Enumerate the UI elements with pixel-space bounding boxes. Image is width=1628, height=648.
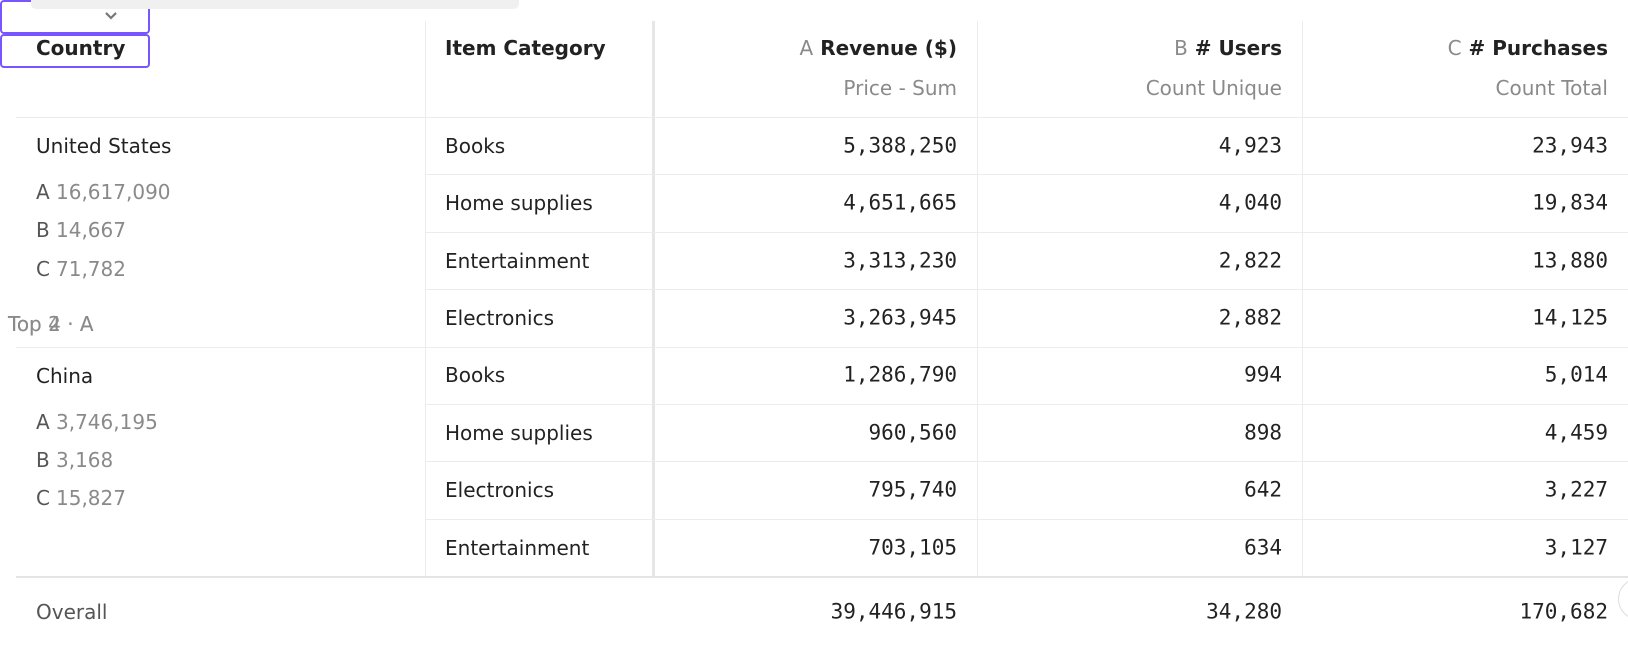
- control-label: Top 2 · A: [8, 312, 94, 336]
- category-cell: Electronics: [445, 305, 555, 330]
- category-cell: Books: [445, 133, 506, 158]
- summary-value: 14,667: [56, 218, 126, 243]
- column-subtitle: Count Total: [1495, 76, 1608, 100]
- row-divider: [425, 518, 1628, 520]
- scroll-bar: [31, 0, 519, 9]
- column-title: Country: [36, 36, 126, 60]
- column-letter: A: [799, 36, 814, 60]
- metric-cell: 3,127: [1544, 535, 1608, 559]
- summary-letter: B: [36, 218, 50, 243]
- summary-letter: B: [36, 448, 50, 472]
- summary-letter: A: [36, 409, 50, 434]
- summary-letter: C: [36, 256, 50, 281]
- column-title: Revenue ($): [820, 36, 957, 60]
- control-label: Top 4 · A: [8, 312, 94, 336]
- category-cell: Entertainment: [445, 535, 590, 560]
- metric-cell: 4,459: [1544, 420, 1608, 445]
- column-subtitle: Price - Sum: [843, 76, 957, 100]
- column-title: Item Category: [445, 36, 606, 60]
- metric-cell: 3,227: [1544, 477, 1608, 502]
- column-letter: C: [1447, 36, 1462, 60]
- metric-cell: 14,125: [1532, 305, 1608, 330]
- overall-value: 34,280: [1206, 599, 1282, 624]
- column-divider: [652, 21, 655, 577]
- column-subtitle: Count Unique: [1145, 76, 1282, 100]
- metric-cell: 4,651,665: [843, 190, 957, 215]
- column-header: A Revenue ($): [800, 38, 957, 58]
- country-name: China: [36, 363, 94, 388]
- metric-cell: 642: [1244, 477, 1282, 502]
- metric-cell: 960,560: [868, 420, 957, 445]
- column-title: # Purchases: [1468, 36, 1608, 60]
- metric-cell: 994: [1244, 362, 1282, 387]
- category-cell: Home supplies: [445, 191, 593, 216]
- country-name: United States: [36, 134, 172, 158]
- metric-cell: 13,880: [1532, 248, 1608, 272]
- metric-cell: 5,388,250: [843, 133, 957, 158]
- overall-value: 39,446,915: [830, 599, 957, 624]
- summary-letter: A: [36, 180, 50, 204]
- side-handle[interactable]: [1618, 578, 1628, 620]
- metric-cell: 1,286,790: [843, 362, 957, 387]
- column-header: C # Purchases: [1448, 38, 1608, 58]
- metric-cell: 3,313,230: [843, 248, 957, 272]
- category-cell: Electronics: [445, 478, 555, 503]
- row-divider: [425, 289, 1628, 291]
- summary-value: 16,617,090: [56, 180, 171, 204]
- chevron-icon: [105, 12, 117, 20]
- column-title: # Users: [1194, 36, 1282, 60]
- dimension-control[interactable]: Top 4 · A: [0, 12, 150, 336]
- row-divider: [425, 174, 1628, 176]
- column-header: B # Users: [1174, 38, 1282, 58]
- category-cell: Home supplies: [445, 420, 593, 445]
- summary-value: 3,746,195: [56, 409, 158, 434]
- overall-value: 170,682: [1519, 599, 1608, 624]
- metric-cell: 23,943: [1532, 133, 1608, 158]
- summary-value: 15,827: [56, 486, 126, 511]
- metric-cell: 898: [1244, 420, 1282, 445]
- metric-cell: 4,040: [1218, 190, 1282, 215]
- overall-label: Overall: [36, 600, 108, 625]
- summary-value: 3,168: [56, 448, 114, 472]
- metric-cell: 2,822: [1218, 248, 1282, 272]
- summary-letter: C: [36, 486, 50, 511]
- row-divider: [425, 461, 1628, 463]
- metric-cell: 795,740: [868, 477, 957, 502]
- metric-cell: 703,105: [868, 535, 957, 559]
- overall-divider: [16, 576, 1628, 579]
- metric-cell: 634: [1244, 535, 1282, 559]
- group-divider: [16, 346, 1628, 348]
- column-divider: [425, 21, 426, 577]
- metric-cell: 2,882: [1218, 305, 1282, 330]
- row-divider: [425, 231, 1628, 233]
- column-divider: [977, 21, 978, 577]
- metric-cell: 5,014: [1544, 362, 1608, 387]
- metric-cell: 4,923: [1218, 133, 1282, 158]
- summary-value: 71,782: [56, 256, 126, 281]
- row-divider: [425, 404, 1628, 405]
- category-cell: Books: [445, 363, 506, 388]
- column-letter: B: [1174, 36, 1188, 60]
- category-cell: Entertainment: [445, 248, 590, 273]
- column-divider: [1302, 21, 1303, 577]
- metric-cell: 19,834: [1532, 190, 1608, 215]
- header-divider: [16, 117, 1628, 118]
- metric-cell: 3,263,945: [843, 305, 957, 330]
